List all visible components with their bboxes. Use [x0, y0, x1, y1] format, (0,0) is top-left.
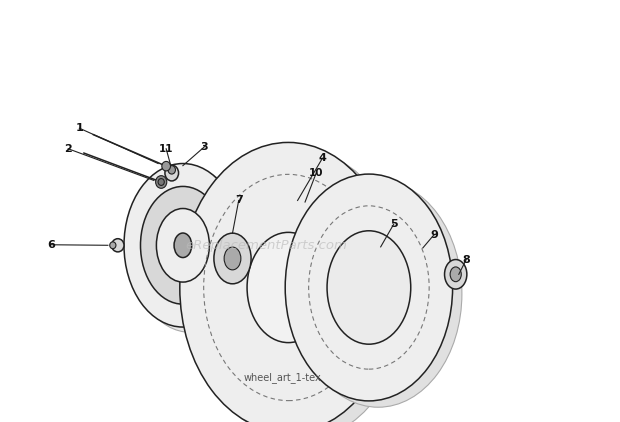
Text: 8: 8 — [463, 254, 470, 265]
Text: 10: 10 — [309, 168, 324, 178]
Ellipse shape — [224, 247, 241, 270]
Text: 2: 2 — [64, 144, 72, 154]
Text: 3: 3 — [201, 142, 208, 151]
Ellipse shape — [168, 165, 175, 174]
Ellipse shape — [191, 150, 408, 422]
Text: 5: 5 — [390, 219, 397, 229]
Ellipse shape — [131, 169, 249, 333]
Ellipse shape — [294, 181, 462, 407]
Text: 6: 6 — [47, 240, 55, 250]
Ellipse shape — [124, 163, 242, 327]
Ellipse shape — [162, 161, 170, 171]
Ellipse shape — [110, 242, 116, 249]
Ellipse shape — [156, 176, 167, 188]
Text: wheel_art_1-tex: wheel_art_1-tex — [243, 372, 321, 383]
Ellipse shape — [450, 267, 461, 282]
Ellipse shape — [158, 179, 164, 185]
Text: 1: 1 — [76, 123, 83, 133]
Ellipse shape — [327, 231, 410, 344]
Ellipse shape — [214, 233, 251, 284]
Text: eReplacementParts.com: eReplacementParts.com — [185, 239, 348, 252]
Ellipse shape — [156, 208, 210, 282]
Text: 4: 4 — [319, 153, 326, 163]
Text: 7: 7 — [235, 195, 242, 206]
Ellipse shape — [285, 174, 453, 401]
Text: 11: 11 — [159, 144, 174, 154]
Ellipse shape — [165, 165, 179, 181]
Ellipse shape — [141, 187, 225, 304]
Ellipse shape — [112, 239, 124, 252]
Ellipse shape — [247, 233, 330, 343]
Ellipse shape — [180, 142, 397, 422]
Text: 9: 9 — [430, 230, 438, 240]
Ellipse shape — [445, 260, 467, 289]
Ellipse shape — [174, 233, 192, 257]
